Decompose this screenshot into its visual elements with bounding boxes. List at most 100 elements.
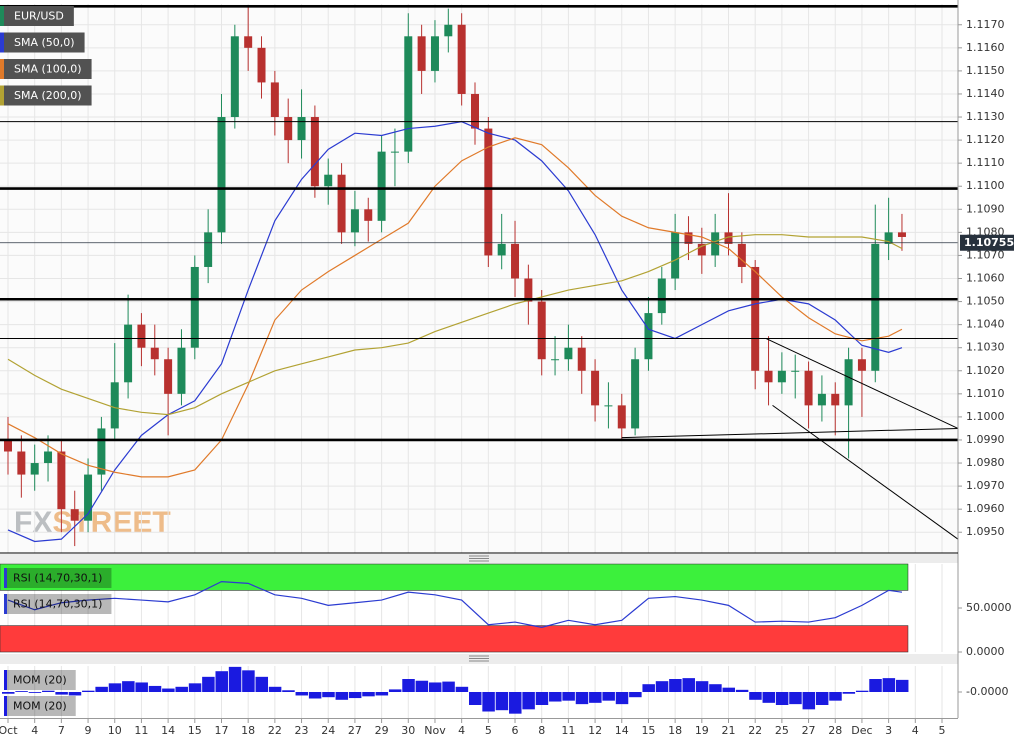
- x-tick-label: 3: [885, 724, 892, 737]
- x-tick-label: 30: [401, 724, 415, 737]
- x-tick-label: 19: [695, 724, 709, 737]
- panel-label-box: [4, 696, 76, 716]
- momentum-bar: [735, 689, 749, 692]
- y-tick-label: 1.1090: [966, 202, 1005, 215]
- momentum-bar: [882, 678, 896, 692]
- candle-body: [617, 405, 626, 429]
- x-tick-label: 15: [188, 724, 202, 737]
- indicator-line: [7, 137, 903, 478]
- x-tick-label: 6: [512, 724, 519, 737]
- candle-body: [310, 117, 319, 187]
- y-tick-label: 50.0000: [966, 601, 1012, 614]
- candle-body: [737, 243, 746, 267]
- x-tick-label: 21: [722, 724, 736, 737]
- legend-label: SMA (50,0): [14, 36, 75, 49]
- candle-body: [350, 209, 359, 233]
- y-tick-label: 1.1130: [966, 110, 1005, 123]
- candle-body: [404, 36, 413, 152]
- y-tick-label: 1.1000: [966, 410, 1005, 423]
- momentum-bar: [268, 686, 282, 692]
- candle-body: [377, 151, 386, 221]
- momentum-bar: [615, 692, 629, 705]
- candle-body: [284, 117, 293, 141]
- momentum-bar: [669, 679, 682, 692]
- momentum-bar: [522, 692, 535, 710]
- x-tick-label: Oct: [0, 724, 18, 737]
- momentum-bar: [322, 692, 335, 698]
- momentum-bar: [535, 692, 549, 705]
- momentum-bar: [2, 692, 15, 694]
- x-tick-label: 10: [108, 724, 122, 737]
- x-tick-label: 17: [214, 724, 228, 737]
- legend-swatch: [0, 6, 4, 26]
- y-tick-label: 1.1020: [966, 364, 1005, 377]
- momentum-bar: [495, 692, 509, 711]
- y-tick-label: 1.0950: [966, 525, 1005, 538]
- momentum-bar: [55, 692, 68, 695]
- rsi-band: [0, 563, 909, 591]
- momentum-bar: [335, 692, 349, 700]
- y-tick-label: 1.1040: [966, 318, 1005, 331]
- panel-label-swatch: [4, 670, 7, 690]
- momentum-bar: [642, 684, 655, 692]
- x-tick-label: 22: [748, 724, 762, 737]
- legend-label: SMA (100,0): [14, 63, 82, 76]
- candle-body: [844, 359, 853, 406]
- momentum-bar: [242, 670, 255, 692]
- momentum-bar: [468, 692, 482, 705]
- y-tick-label: 1.1050: [966, 295, 1005, 308]
- momentum-bar: [722, 687, 736, 692]
- momentum-bar: [695, 681, 709, 692]
- legend-box: [0, 32, 85, 53]
- momentum-bar: [82, 690, 95, 692]
- momentum-bar: [815, 692, 829, 705]
- x-tick-label: 5: [485, 724, 492, 737]
- momentum-bar: [775, 692, 789, 705]
- candle-body: [84, 474, 93, 521]
- x-tick-label: 27: [802, 724, 816, 737]
- band-layer: [0, 563, 909, 653]
- panel-label-box: [4, 670, 76, 690]
- momentum-bar: [402, 679, 415, 692]
- momentum-bar: [15, 691, 28, 692]
- candle-body: [70, 509, 79, 521]
- x-tick-label: Dec: [851, 724, 872, 737]
- momentum-bar: [348, 692, 362, 699]
- candle-body: [137, 324, 146, 348]
- last-price-label: 1.10755: [964, 236, 1014, 249]
- legend-label: EUR/USD: [14, 10, 64, 23]
- candle-body: [564, 347, 573, 360]
- candle-body: [777, 370, 786, 383]
- x-tick-label: 12: [588, 724, 602, 737]
- candle-body: [30, 463, 39, 475]
- candle-body: [124, 324, 133, 383]
- candle-body: [444, 24, 453, 37]
- candle-body: [430, 36, 439, 71]
- overlay-layer: [0, 5, 959, 628]
- legend-swatch: [0, 85, 4, 106]
- momentum-bar: [855, 690, 869, 692]
- momentum-bar: [42, 690, 55, 692]
- momentum-bar: [682, 678, 695, 692]
- candle-body: [511, 243, 520, 279]
- candle-body: [711, 232, 720, 256]
- momentum-bar: [509, 692, 522, 714]
- rsi-band: [0, 625, 909, 653]
- mark-layer: [2, 6, 909, 714]
- legend-box: [0, 6, 74, 26]
- watermark-street: STREET: [52, 506, 170, 539]
- panel-label: MOM (20): [13, 700, 67, 713]
- y-tick-label: 1.1030: [966, 341, 1005, 354]
- momentum-bar: [68, 692, 82, 696]
- momentum-bar: [629, 692, 642, 698]
- momentum-bar: [188, 683, 202, 692]
- candle-body: [204, 232, 213, 267]
- candle-body: [337, 174, 346, 233]
- momentum-bar: [308, 692, 322, 699]
- momentum-bar: [282, 690, 295, 692]
- candle-body: [497, 243, 506, 256]
- momentum-bar: [122, 681, 135, 692]
- momentum-bar: [95, 686, 108, 692]
- indicator-line: [7, 580, 903, 628]
- candle-body: [577, 347, 586, 371]
